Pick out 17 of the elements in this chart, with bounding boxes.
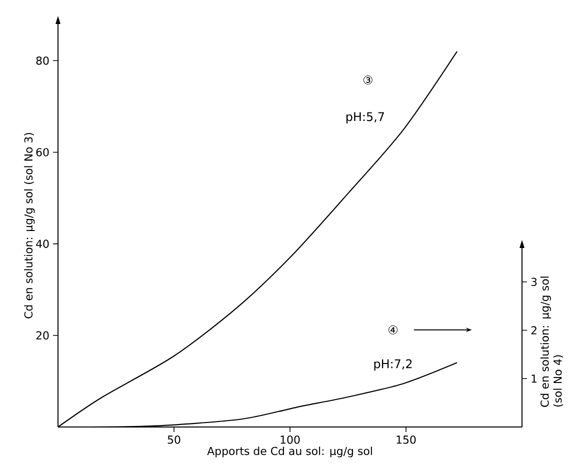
y2-tick-label: 2 <box>531 326 536 334</box>
y-tick-label: 80 <box>36 56 49 65</box>
y-axis-title: Cd en solution: µg/g sol (sol No 3) <box>24 133 35 318</box>
x-tick-label: 50 <box>168 436 180 444</box>
x-tick-label: 100 <box>280 436 300 444</box>
x-axis-title: Apports de Cd au sol: µg/g sol <box>207 446 372 458</box>
y2-tick-label: 3 <box>531 278 537 286</box>
y2-tick-label: 1 <box>532 374 536 383</box>
annotation: ④ <box>388 325 398 334</box>
annotation: pH:7,2 <box>374 359 412 371</box>
annotation: pH:5,7 <box>346 112 384 124</box>
x-tick-label: 150 <box>396 436 416 444</box>
y-tick-label: 40 <box>36 240 49 248</box>
y2-axis-title: Cd en solution: µg/g sol (sol No 4) <box>540 276 564 407</box>
y-tick-label: 60 <box>36 148 49 156</box>
annotation: ③ <box>363 76 372 84</box>
y-tick-label: 20 <box>36 331 49 340</box>
